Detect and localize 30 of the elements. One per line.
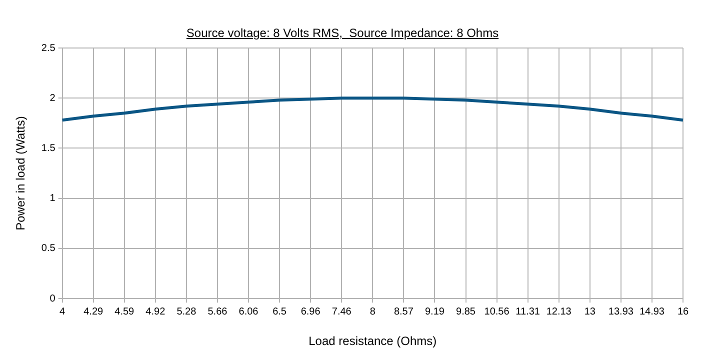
x-tick-label: 13.93 [608,306,634,318]
x-tick-label: 8 [370,306,376,318]
x-tick-label: 4 [60,306,66,318]
x-tick-label: 12.13 [546,306,572,318]
x-tick-label: 8.57 [394,306,414,318]
x-tick-label: 16 [677,306,689,318]
x-tick-label: 4.29 [84,306,104,318]
x-tick-label: 9.19 [424,306,445,318]
x-tick-label: 11.31 [516,306,540,318]
x-tick-label: 6.5 [272,306,287,318]
y-tick-label: 0 [50,293,56,304]
y-tick-label: 2.5 [41,42,56,54]
chart-title: Source voltage: 8 Volts RMS, Source Impedance: 8 Ohms [185,26,500,40]
x-tick-label: 13 [584,306,596,318]
x-tick-label: 5.66 [208,306,228,318]
x-tick-label: 10.56 [484,306,510,318]
x-tick-label: 6.06 [238,306,259,318]
y-tick-label: 2 [50,92,56,104]
x-tick-label: 5.28 [176,306,197,318]
x-tick-label: 4.92 [146,306,166,318]
y-tick-label: 1.5 [41,142,56,154]
x-tick-label: 9.85 [456,306,476,318]
x-tick-label: 4.59 [114,306,135,318]
x-tick-label: 14.93 [639,306,665,318]
y-axis-title: Power in load (Watts) [14,116,28,230]
x-axis-title: Load resistance (Ohms) [308,334,437,348]
y-tick-label: 1 [50,193,56,204]
x-tick-label: 7.46 [332,306,352,318]
y-tick-label: 0.5 [41,243,56,254]
x-tick-label: 6.96 [300,306,321,318]
